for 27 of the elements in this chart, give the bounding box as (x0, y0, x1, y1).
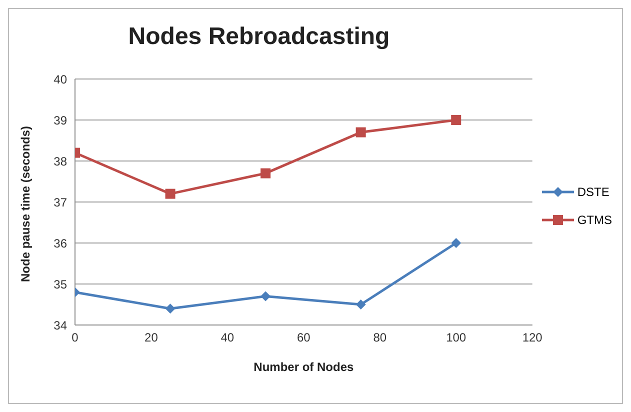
point (165, 304, 176, 314)
x-tick-label: 0 (72, 330, 79, 345)
y-tick-label: 39 (54, 113, 68, 128)
legend-label: DSTE (577, 185, 610, 199)
y-tick-label: 38 (54, 154, 68, 168)
x-tick-label: 120 (522, 330, 543, 345)
y-tick-label: 40 (54, 72, 68, 86)
x-axis-title: Number of Nodes (254, 360, 354, 374)
x-tick-label: 80 (373, 330, 387, 345)
x-tick-label: 20 (144, 330, 158, 345)
y-tick-label: 37 (54, 195, 68, 210)
point (260, 291, 271, 302)
point (451, 115, 462, 125)
chart-title: Nodes Rebroadcasting (127, 23, 391, 51)
y-axis-title: Node pause time (seconds) (18, 126, 32, 282)
x-tick-label: 100 (446, 330, 466, 345)
y-tick-label: 34 (54, 318, 68, 332)
point (356, 300, 366, 310)
x-tick-label: 40 (220, 330, 234, 345)
point (260, 168, 271, 178)
point (451, 238, 462, 248)
point (356, 127, 366, 138)
y-tick-label: 35 (54, 277, 68, 292)
x-tick-label: 60 (296, 330, 311, 345)
point (165, 188, 176, 199)
y-tick-label: 36 (54, 236, 68, 250)
legend-label: GTMS (577, 213, 612, 227)
